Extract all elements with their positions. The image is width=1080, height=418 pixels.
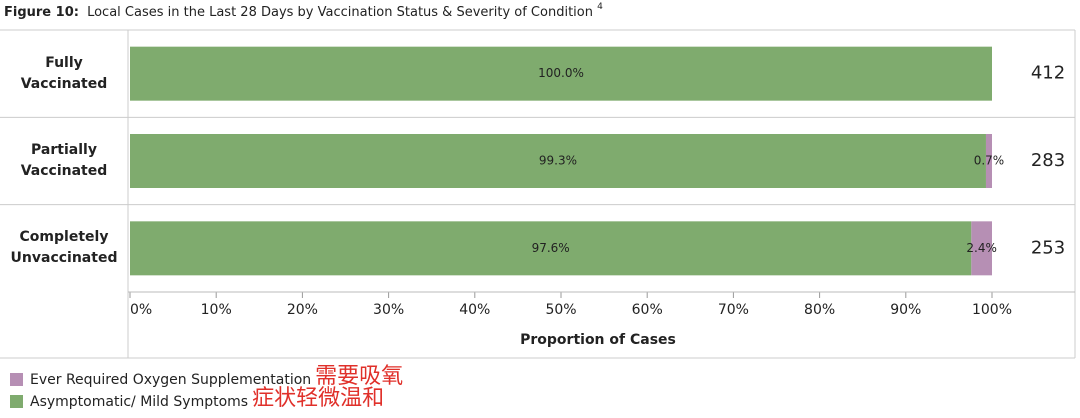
- x-tick-label: 90%: [890, 302, 921, 318]
- total-label: 283: [1031, 150, 1065, 171]
- legend-swatch: [10, 395, 23, 408]
- title-footnote: 4: [597, 2, 603, 12]
- category-label: Partially Vaccinated: [20, 142, 108, 179]
- legend-label: Asymptomatic/ Mild Symptoms: [30, 394, 248, 410]
- x-tick-label: 30%: [373, 302, 404, 318]
- title-text: Local Cases in the Last 28 Days by Vacci…: [87, 5, 593, 20]
- bar-segment: [130, 46, 992, 101]
- data-label: 0.7%: [974, 154, 1005, 168]
- legend-swatch: [10, 373, 23, 386]
- legend-label: Ever Required Oxygen Supplementation: [30, 372, 311, 388]
- x-tick-label: 40%: [459, 302, 490, 318]
- title: Figure 10: Local Cases in the Last 28 Da…: [4, 2, 603, 20]
- data-label: 2.4%: [966, 241, 997, 255]
- bar-segment: [971, 221, 992, 276]
- data-label: 97.6%: [532, 241, 570, 255]
- annotation: 需要吸氧: [315, 364, 403, 389]
- x-tick-label: 0%: [130, 302, 152, 318]
- category-label: Fully Vaccinated: [20, 54, 108, 92]
- x-tick-label: 10%: [201, 302, 232, 318]
- x-axis-label: Proportion of Cases: [520, 332, 676, 348]
- total-label: 412: [1031, 63, 1065, 84]
- x-tick-label: 50%: [545, 302, 576, 318]
- bar-segment: [130, 134, 986, 188]
- data-label: 100.0%: [538, 66, 584, 80]
- bar-segment: [130, 221, 972, 276]
- x-tick-label: 20%: [287, 302, 318, 318]
- total-label: 253: [1031, 237, 1065, 258]
- x-tick-label: 70%: [718, 302, 749, 318]
- x-tick-label: 80%: [804, 302, 835, 318]
- category-label: Completely Unvaccinated: [10, 229, 118, 267]
- data-label: 99.3%: [539, 154, 577, 168]
- x-tick-label: 60%: [632, 302, 663, 318]
- bar-segment: [985, 134, 992, 188]
- figure-label: Figure 10:: [4, 5, 79, 20]
- annotation: 症状轻微温和: [252, 386, 384, 411]
- x-tick-label: 100%: [972, 302, 1012, 318]
